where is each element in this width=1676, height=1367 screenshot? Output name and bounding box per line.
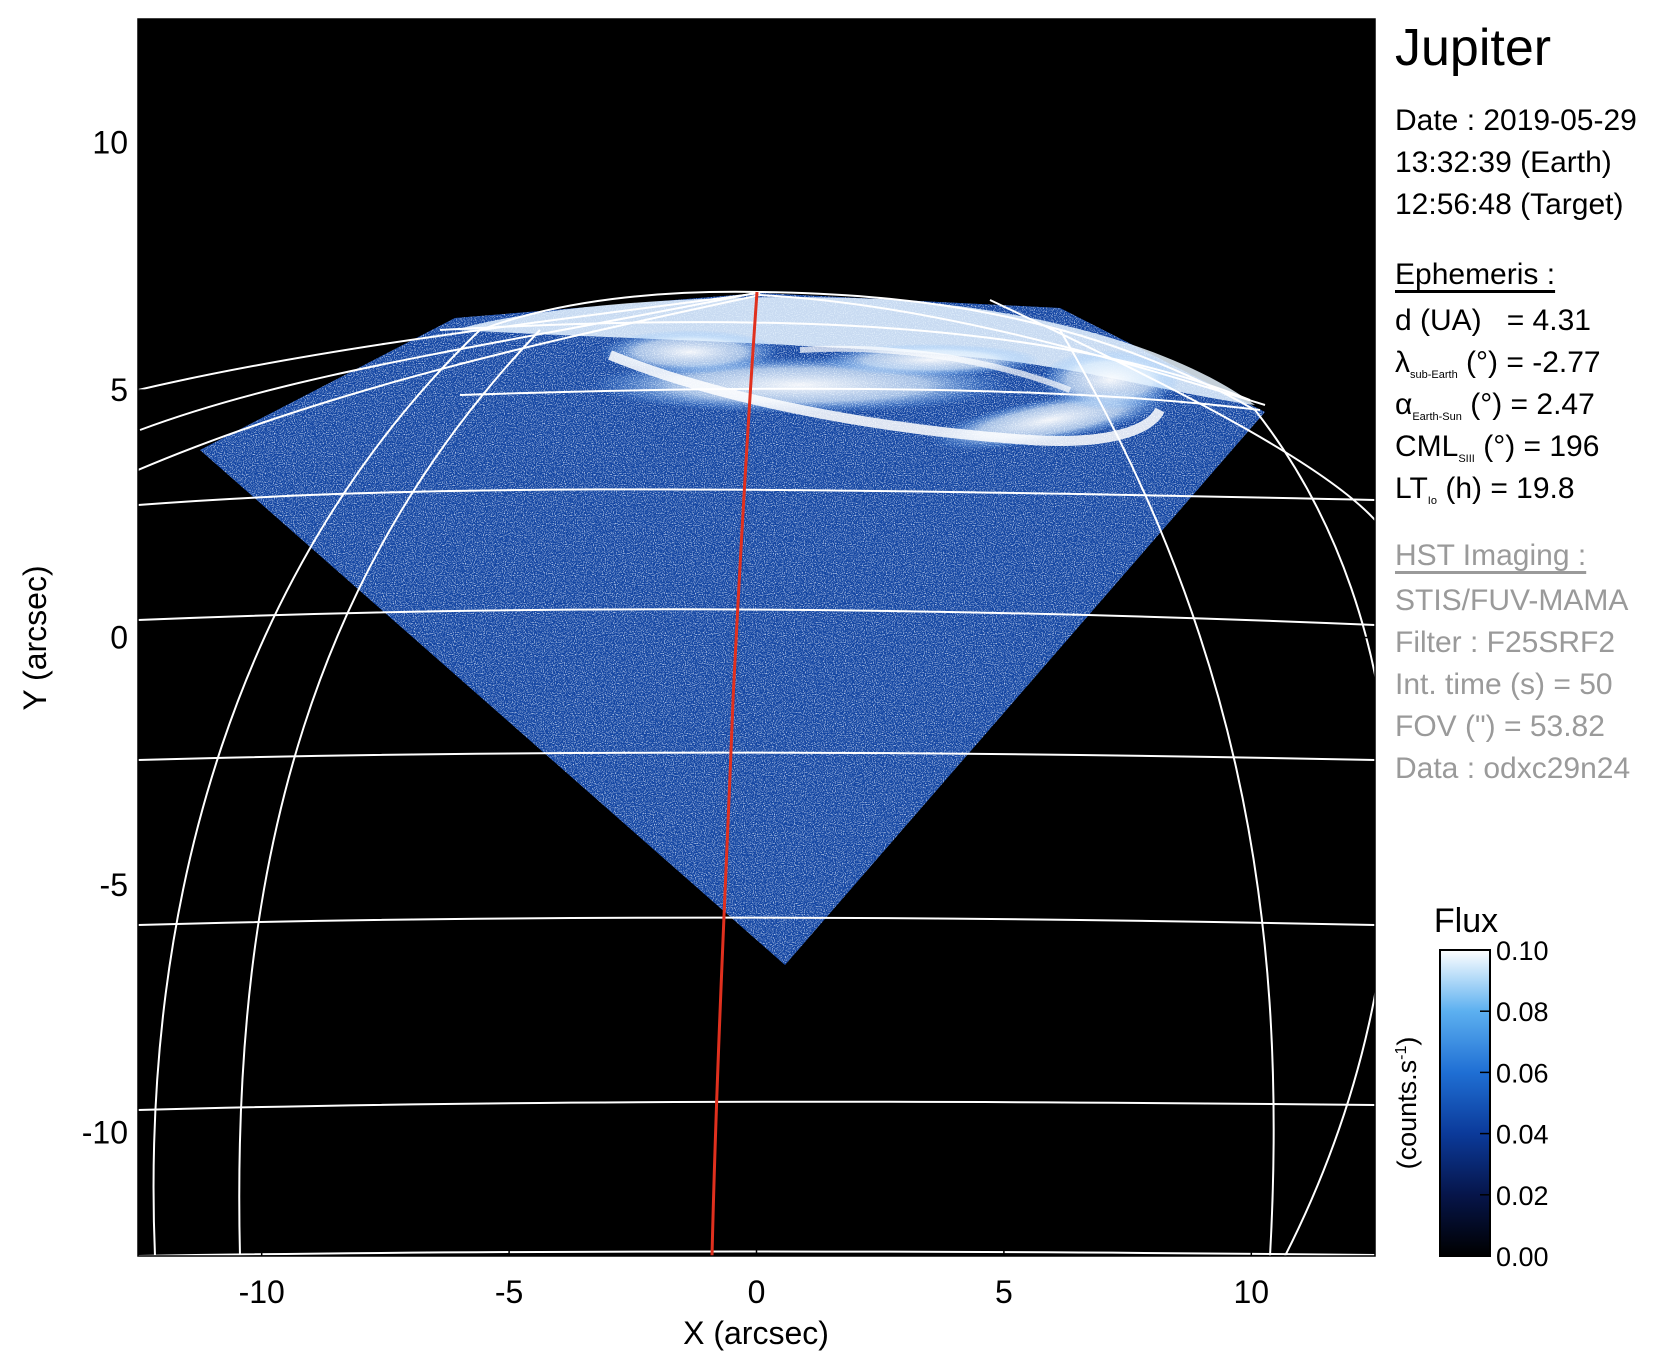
y-tick-label: 10 bbox=[92, 125, 128, 161]
ephemeris-distance: d (UA) = 4.31 bbox=[1395, 304, 1591, 337]
ephemeris-phase-angle: αEarth-Sun (°) = 2.47 bbox=[1395, 388, 1595, 423]
central-meridian bbox=[710, 291, 759, 1256]
x-axis-label: X (arcsec) bbox=[683, 1315, 829, 1351]
hst-header: HST Imaging : bbox=[1395, 539, 1587, 572]
lat-lon-grid bbox=[138, 290, 1375, 1256]
y-tick-label: 0 bbox=[110, 620, 128, 656]
colorbar: Flux 0.10 0.08 0.06 0.04 0.02 0.00 (counts.s-… bbox=[1392, 902, 1549, 1272]
colorbar-ticks: 0.10 0.08 0.06 0.04 0.02 0.00 bbox=[1480, 936, 1549, 1272]
x-axis-ticks: -10 -5 0 5 10 bbox=[239, 19, 1270, 1310]
x-tick-label: 0 bbox=[748, 1274, 766, 1310]
y-tick-label: -5 bbox=[100, 867, 128, 903]
x-tick-label: 5 bbox=[995, 1274, 1013, 1310]
planet-title: Jupiter bbox=[1395, 19, 1552, 77]
x-tick-label: -10 bbox=[239, 1274, 285, 1310]
y-tick-label: 5 bbox=[110, 372, 128, 408]
hst-filter: Filter : F25SRF2 bbox=[1395, 626, 1616, 659]
ephemeris-sub-earth-latitude: λsub-Earth (°) = -2.77 bbox=[1395, 346, 1601, 381]
colorbar-scale bbox=[1439, 949, 1491, 1257]
hst-integration-time: Int. time (s) = 50 bbox=[1395, 668, 1613, 701]
ephemeris-local-time: LTIo (h) = 19.8 bbox=[1395, 472, 1575, 507]
colorbar-tick-label: 0.06 bbox=[1496, 1058, 1549, 1088]
aurora-emission bbox=[455, 297, 1255, 451]
y-tick-label: -10 bbox=[82, 1114, 128, 1150]
colorbar-title: Flux bbox=[1434, 902, 1498, 940]
hst-data-id: Data : odxc29n24 bbox=[1395, 752, 1631, 785]
y-axis-label: Y (arcsec) bbox=[17, 565, 53, 710]
hst-fov: FOV (") = 53.82 bbox=[1395, 710, 1605, 743]
ephemeris-header: Ephemeris : bbox=[1395, 258, 1556, 291]
colorbar-tick-label: 0.10 bbox=[1496, 936, 1549, 966]
observation-image bbox=[138, 290, 1375, 1256]
date-line: Date : 2019-05-29 bbox=[1395, 104, 1637, 137]
colorbar-tick-label: 0.04 bbox=[1496, 1120, 1549, 1150]
fov-noise bbox=[200, 293, 1265, 965]
y-axis-ticks: 10 5 0 -5 -10 bbox=[82, 125, 1375, 1150]
target-time: 12:56:48 (Target) bbox=[1395, 188, 1624, 221]
colorbar-tick-label: 0.02 bbox=[1496, 1181, 1549, 1211]
colorbar-tick-label: 0.08 bbox=[1496, 997, 1549, 1027]
x-tick-label: 10 bbox=[1234, 1274, 1270, 1310]
earth-time: 13:32:39 (Earth) bbox=[1395, 146, 1612, 179]
x-tick-label: -5 bbox=[495, 1274, 523, 1310]
ephemeris-cml: CMLSIII (°) = 196 bbox=[1395, 430, 1600, 465]
colorbar-unit: (counts.s-1) bbox=[1392, 1037, 1422, 1170]
hst-instrument: STIS/FUV-MAMA bbox=[1395, 584, 1629, 617]
colorbar-tick-label: 0.00 bbox=[1496, 1242, 1549, 1272]
